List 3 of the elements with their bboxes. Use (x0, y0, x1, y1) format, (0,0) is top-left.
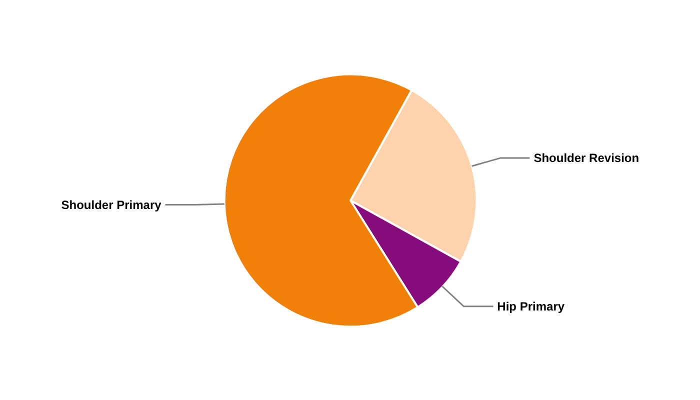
slice-label: Shoulder Revision (534, 151, 640, 166)
slice-label: Shoulder Primary (61, 198, 162, 212)
slice-label: Hip Primary (497, 299, 565, 314)
